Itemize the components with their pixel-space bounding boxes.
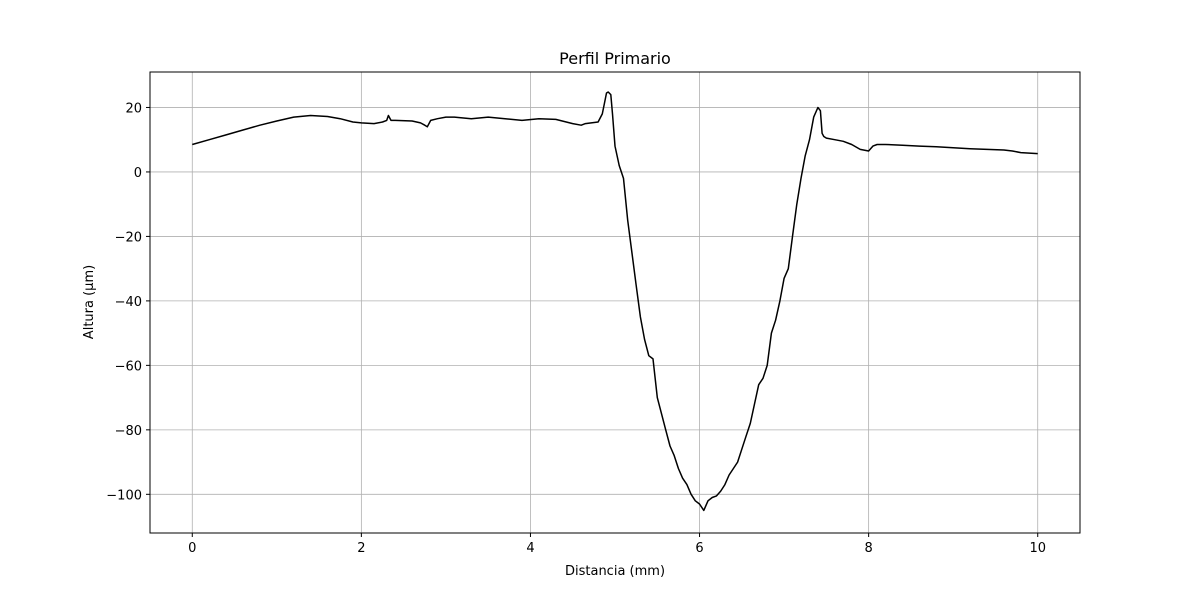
y-tick-label: 20	[125, 101, 142, 116]
y-tick-label: −40	[115, 295, 142, 310]
x-tick-label: 0	[188, 541, 196, 556]
series-layer	[192, 91, 1038, 512]
x-axis-label: Distancia (mm)	[565, 564, 665, 579]
profile-line	[192, 91, 1038, 512]
y-tick-label: 0	[134, 166, 142, 181]
x-tick-label: 6	[695, 541, 703, 556]
x-tick-label: 8	[864, 541, 872, 556]
x-tick-label: 4	[526, 541, 534, 556]
y-tick-label: −80	[115, 424, 142, 439]
x-tick-label: 10	[1029, 541, 1046, 556]
x-tick-label: 2	[357, 541, 365, 556]
y-tick-label: −20	[115, 230, 142, 245]
y-tick-label: −60	[115, 359, 142, 374]
axis-ticks: 0 2 4 6 8 10 −100 −80 −60 −40 −20 0 20	[106, 101, 1046, 556]
chart-title: Perfil Primario	[559, 49, 671, 68]
grid-lines	[150, 72, 1080, 533]
y-axis-label: Altura (µm)	[82, 265, 97, 339]
plot-frame	[149, 71, 1081, 534]
y-tick-label: −100	[106, 488, 142, 503]
